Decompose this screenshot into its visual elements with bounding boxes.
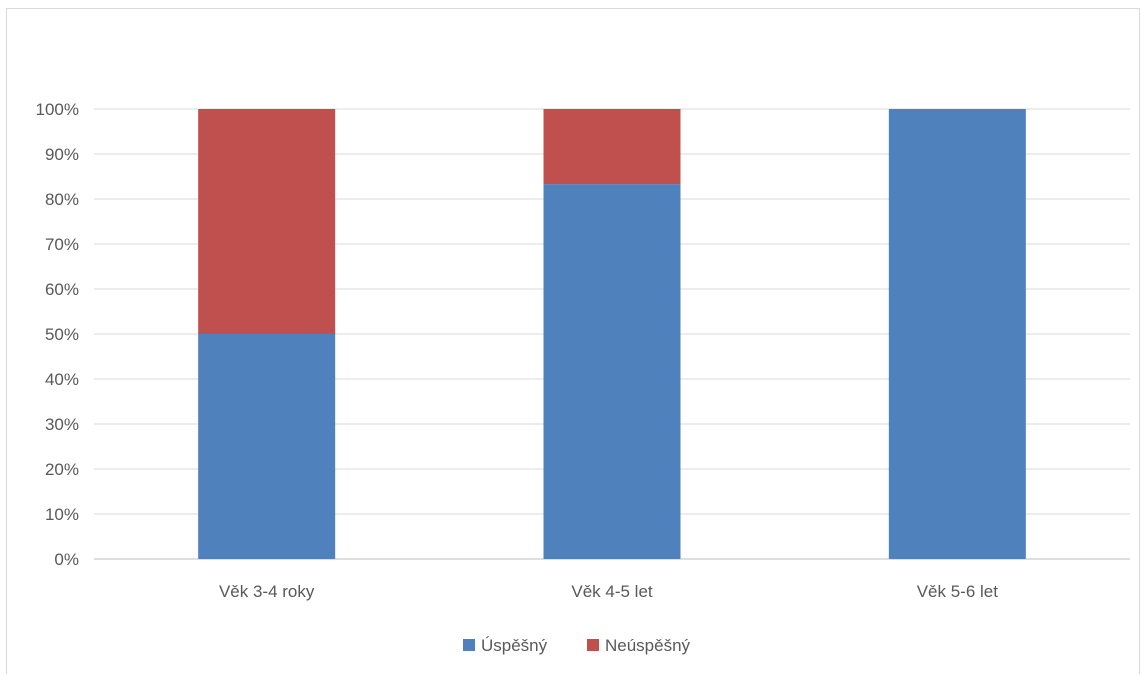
y-tick-label: 100% [36, 100, 79, 119]
x-axis: Věk 3-4 roky Věk 4-5 let Věk 5-6 let [219, 582, 998, 601]
y-tick-label: 40% [45, 370, 79, 389]
bars [198, 109, 1026, 559]
y-tick-label: 60% [45, 280, 79, 299]
legend-swatch [463, 639, 475, 651]
y-tick-label: 80% [45, 190, 79, 209]
y-tick-label: 10% [45, 505, 79, 524]
bar-uspesny [198, 334, 336, 559]
y-tick-label: 70% [45, 235, 79, 254]
y-tick-label: 30% [45, 415, 79, 434]
legend-swatch [587, 639, 599, 651]
bar-uspesny [888, 109, 1026, 559]
y-tick-label: 90% [45, 145, 79, 164]
y-tick-label: 20% [45, 460, 79, 479]
y-axis: 0% 10% 20% 30% 40% 50% 60% 70% 80% 90% 100% [36, 100, 79, 569]
x-tick-label: Věk 3-4 roky [219, 582, 315, 601]
legend-label: Neúspěšný [605, 636, 691, 655]
y-tick-label: 50% [45, 325, 79, 344]
y-tick-label: 0% [54, 550, 79, 569]
legend-label: Úspěšný [481, 636, 548, 655]
bar-neuspesny [198, 109, 336, 334]
bar-uspesny [543, 184, 681, 559]
legend: Úspěšný Neúspěšný [463, 636, 691, 655]
bar-neuspesny [543, 109, 681, 185]
x-tick-label: Věk 4-5 let [571, 582, 653, 601]
x-tick-label: Věk 5-6 let [917, 582, 999, 601]
